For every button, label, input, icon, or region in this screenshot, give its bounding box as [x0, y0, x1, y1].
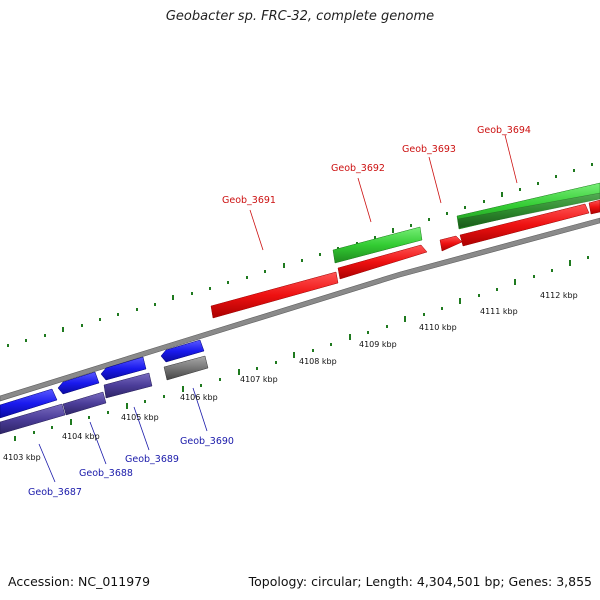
- kbp-label: 4106 kbp: [180, 393, 218, 402]
- rna-geob-3692[interactable]: [332, 226, 423, 264]
- kbp-label: 4111 kbp: [480, 307, 518, 316]
- gene-label-geob-3690[interactable]: Geob_3690: [180, 436, 234, 447]
- gene-geob-3693[interactable]: [439, 235, 463, 252]
- pseudo-geob-3690[interactable]: [163, 355, 209, 381]
- cds-geob-3688[interactable]: [62, 391, 107, 416]
- cds-geob-3694[interactable]: [457, 192, 600, 229]
- accession-text: Accession: NC_011979: [8, 574, 151, 589]
- gene-geob-3689[interactable]: [100, 356, 147, 381]
- gene-label-geob-3693[interactable]: Geob_3693: [402, 144, 456, 155]
- gene-label-geob-3691[interactable]: Geob_3691: [222, 195, 276, 206]
- kbp-label: 4104 kbp: [62, 432, 100, 441]
- cds-geob-3689[interactable]: [103, 372, 153, 399]
- cds-geob-3687[interactable]: [0, 403, 66, 435]
- gene-geob-3694[interactable]: [459, 203, 590, 247]
- gene-geob-3691[interactable]: [210, 271, 339, 319]
- gene-label-geob-3688[interactable]: Geob_3688: [79, 468, 133, 479]
- kbp-label: 4103 kbp: [3, 453, 41, 462]
- gene-label-geob-3689[interactable]: Geob_3689: [125, 454, 179, 465]
- topology-text: Topology: circular; Length: 4,304,501 bp…: [248, 574, 592, 589]
- kbp-scale-labels: 4103 kbp 4104 kbp 4105 kbp 4106 kbp 4107…: [3, 291, 578, 462]
- gene-label-geob-3694[interactable]: Geob_3694: [477, 125, 531, 136]
- kbp-label: 4110 kbp: [419, 323, 457, 332]
- gene-labels-forward[interactable]: Geob_3691 Geob_3692 Geob_3693 Geob_3694: [222, 125, 531, 206]
- gene-labels-reverse[interactable]: Geob_3687 Geob_3688 Geob_3689 Geob_3690: [28, 436, 234, 498]
- gene-geob-3687[interactable]: [0, 388, 58, 419]
- forward-strand-genes[interactable]: [210, 182, 600, 319]
- label-leaders: [38, 134, 518, 483]
- gene-geob-3690[interactable]: [160, 339, 205, 363]
- genome-backbone: [0, 217, 600, 402]
- kbp-label: 4107 kbp: [240, 375, 278, 384]
- inner-tick-ring: [14, 256, 589, 441]
- gene-label-geob-3692[interactable]: Geob_3692: [331, 163, 385, 174]
- page-title: Geobacter sp. FRC-32, complete genome: [165, 9, 435, 24]
- kbp-label: 4109 kbp: [359, 340, 397, 349]
- gene-geob-3688[interactable]: [57, 371, 100, 395]
- gene-geob-3692[interactable]: [337, 244, 428, 280]
- kbp-label: 4112 kbp: [540, 291, 578, 300]
- reverse-strand-genes[interactable]: [0, 339, 209, 435]
- gene-label-geob-3687[interactable]: Geob_3687: [28, 487, 82, 498]
- kbp-label: 4108 kbp: [299, 357, 337, 366]
- outer-tick-ring: [7, 163, 593, 347]
- kbp-label: 4105 kbp: [121, 413, 159, 422]
- gene-next[interactable]: [588, 199, 600, 215]
